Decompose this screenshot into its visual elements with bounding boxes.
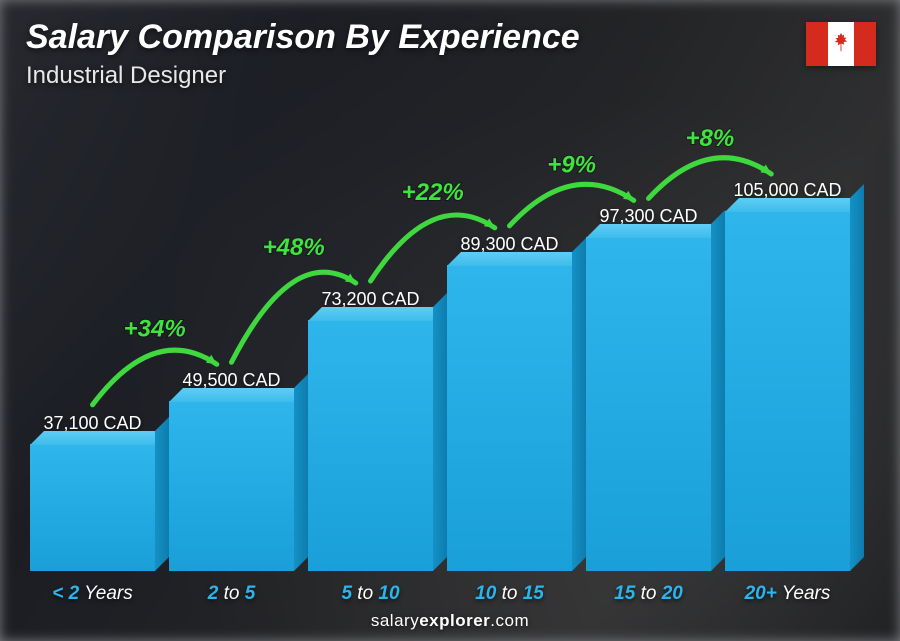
bar-wrap-5: 105,000 CAD20+ Years	[725, 180, 850, 571]
flag-center	[828, 22, 854, 66]
bar	[308, 320, 433, 571]
bar-wrap-0: 37,100 CAD< 2 Years	[30, 413, 155, 571]
footer-thin: salary	[371, 611, 419, 630]
bar-category-label: 15 to 20	[614, 583, 683, 605]
bar-category-label: 10 to 15	[475, 583, 544, 605]
bar-wrap-1: 49,500 CAD2 to 5	[169, 370, 294, 571]
bar	[725, 211, 850, 571]
page-title: Salary Comparison By Experience	[26, 18, 580, 57]
bar	[169, 401, 294, 571]
bar-wrap-2: 73,200 CAD5 to 10	[308, 289, 433, 571]
bar	[447, 265, 572, 571]
flag-band-left	[806, 22, 828, 66]
bar-wrap-3: 89,300 CAD10 to 15	[447, 234, 572, 571]
bar-wrap-4: 97,300 CAD15 to 20	[586, 206, 711, 571]
bar-category-label: 5 to 10	[341, 583, 399, 605]
maple-leaf-icon	[830, 31, 852, 57]
bar	[586, 237, 711, 571]
footer-suffix: .com	[490, 611, 529, 630]
bar-category-label: 2 to 5	[208, 583, 256, 605]
footer-attribution: salaryexplorer.com	[0, 611, 900, 631]
bar-category-label: 20+ Years	[745, 583, 831, 605]
page-subtitle: Industrial Designer	[26, 62, 226, 90]
flag-band-right	[854, 22, 876, 66]
bar-category-label: < 2 Years	[52, 583, 132, 605]
footer-bold: explorer	[419, 611, 490, 630]
salary-bar-chart: 37,100 CAD< 2 Years49,500 CAD2 to 573,20…	[30, 101, 850, 571]
infographic-container: Salary Comparison By Experience Industri…	[0, 0, 900, 641]
country-flag-canada	[806, 22, 876, 66]
bar	[30, 444, 155, 571]
